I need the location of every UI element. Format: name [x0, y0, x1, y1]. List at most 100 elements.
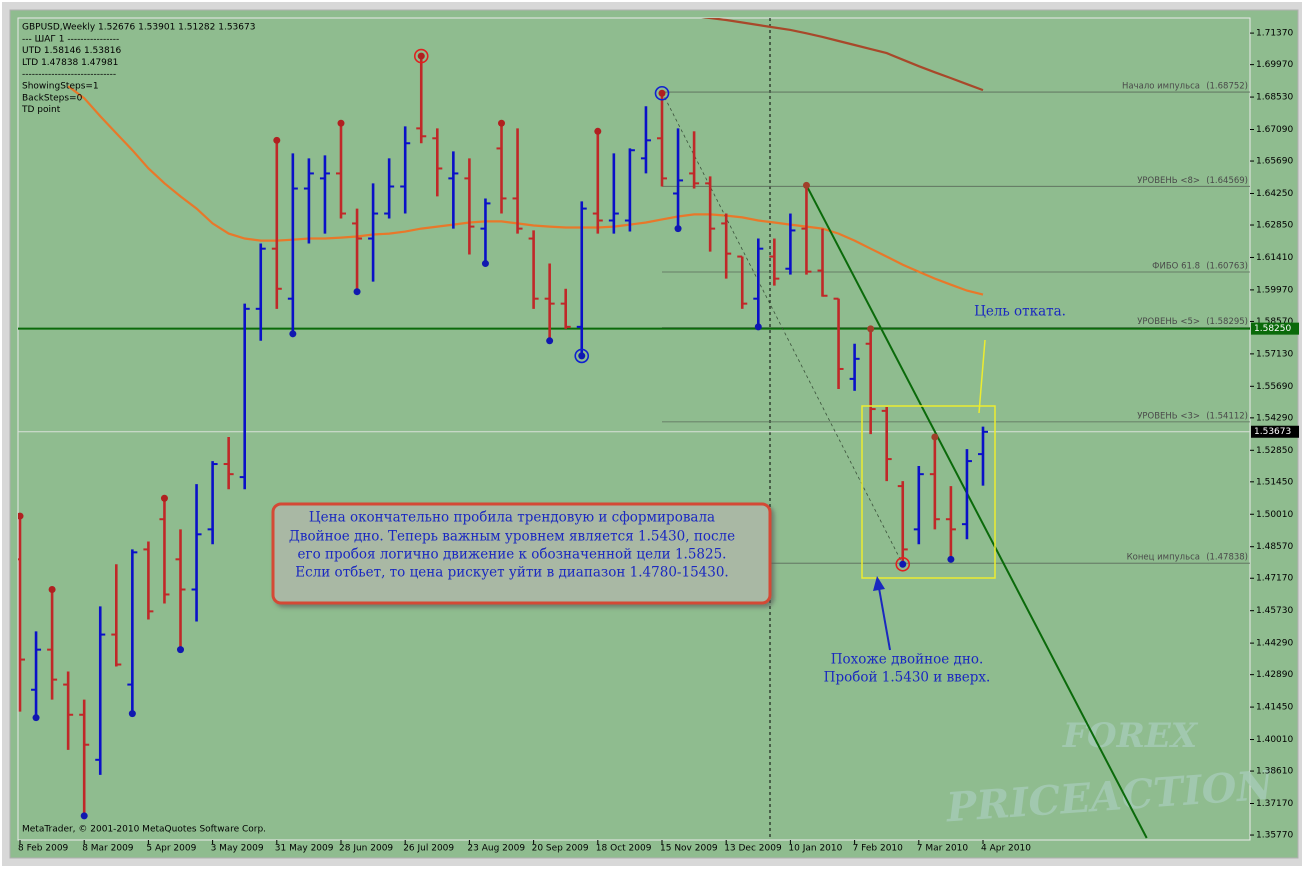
fractal-point [289, 330, 297, 338]
y-tick-label: 1.55690 [1256, 382, 1293, 392]
fractal-point [177, 646, 184, 654]
fractal-point [128, 710, 136, 718]
fractal-point [18, 512, 24, 520]
x-tick-label: 4 Apr 2010 [981, 844, 1031, 854]
pattern-note: Пробой 1.5430 и вверх. [824, 670, 991, 686]
fractal-point [802, 181, 810, 189]
fractal-point [867, 325, 875, 333]
fractal-point [658, 89, 666, 97]
level-label: УРОВЕНЬ <5> [1137, 317, 1200, 327]
pointer-line [978, 339, 986, 414]
level-value: (1.58295) [1206, 317, 1248, 327]
y-tick-label: 1.51450 [1256, 477, 1293, 487]
fractal-ring [895, 556, 911, 572]
x-tick-label: 5 Apr 2009 [146, 844, 196, 854]
trendline [661, 91, 904, 565]
header-line: UTD 1.58146 1.53816 [22, 46, 121, 56]
x-tick-label: 18 Oct 2009 [596, 844, 652, 854]
annotation-box [271, 502, 772, 605]
header-line: ----------------------------- [22, 70, 116, 80]
header-line: BackSteps=0 [22, 93, 83, 103]
x-tick-label: 20 Sep 2009 [532, 844, 589, 854]
y-tick-label: 1.45730 [1256, 606, 1293, 616]
highlight-box [861, 405, 996, 579]
fractal-point [754, 323, 762, 331]
fractal-point [417, 52, 425, 60]
fractal-point [481, 260, 489, 268]
y-tick-label: 1.44290 [1256, 639, 1293, 649]
y-tick-label: 1.48570 [1256, 542, 1293, 552]
fractal-point [48, 586, 56, 594]
fractal-point [80, 812, 88, 820]
y-tick-label: 1.62850 [1256, 221, 1293, 231]
header-line: TD point [21, 105, 61, 115]
level-value: (1.60763) [1206, 262, 1248, 272]
annotation-line: Цена окончательно пробила трендовую и сф… [309, 510, 715, 526]
fractal-point [32, 714, 40, 722]
header: GBPUSD,Weekly 1.52676 1.53901 1.51282 1.… [21, 23, 255, 116]
main-annotation: Цена окончательно пробила трендовую и сф… [271, 502, 772, 605]
header-line: ShowingSteps=1 [22, 82, 99, 92]
header-line: LTD 1.47838 1.47981 [22, 58, 118, 68]
level-label: УРОВЕНЬ <3> [1137, 411, 1200, 421]
moving-average [701, 18, 984, 92]
y-tick-label: 1.52850 [1256, 446, 1293, 456]
fractal-point [899, 560, 907, 568]
x-tick-label: 23 Aug 2009 [467, 844, 525, 854]
level-label: УРОВЕНЬ <8> [1137, 176, 1200, 186]
fractal-point [353, 288, 361, 296]
fractal-point [674, 225, 682, 233]
price-tag [1251, 425, 1299, 438]
target-note: Цель отката. [974, 304, 1066, 320]
y-tick-label: 1.58570 [1256, 317, 1293, 327]
arrow-head [873, 576, 885, 591]
trendline [805, 184, 1148, 839]
y-tick-label: 1.65690 [1256, 157, 1293, 167]
x-tick-label: 10 Jan 2010 [788, 844, 842, 854]
fractal-point [578, 352, 586, 360]
level-label: ФИБО 61.8 [1152, 262, 1200, 272]
level-value: (1.68752) [1206, 82, 1248, 92]
x-tick-label: 3 May 2009 [211, 844, 264, 854]
x-tick-label: 8 Feb 2009 [18, 844, 69, 854]
y-tick-label: 1.57130 [1256, 349, 1293, 359]
level-value: (1.64569) [1206, 176, 1248, 186]
y-tick-label: 1.38610 [1256, 767, 1293, 777]
fractal-point [947, 555, 955, 563]
x-tick-label: 8 Mar 2009 [82, 844, 134, 854]
header-line: --- ШАГ 1 ---------------- [22, 34, 119, 44]
x-tick-label: 26 Jul 2009 [403, 844, 454, 854]
y-tick-label: 1.61410 [1256, 253, 1293, 263]
pattern-note: Похоже двойное дно. [831, 652, 984, 668]
fractal-ring [413, 48, 429, 64]
fractal-point [160, 494, 168, 502]
pointer-arrow [878, 587, 891, 651]
y-tick-label: 1.54290 [1256, 413, 1293, 423]
y-tick-label: 1.69970 [1256, 60, 1293, 70]
fractal-point [498, 119, 505, 127]
price-tag-label: 1.53673 [1254, 427, 1291, 437]
fractal-point [931, 433, 939, 441]
y-tick-label: 1.40010 [1256, 735, 1293, 745]
y-tick-label: 1.68530 [1256, 93, 1293, 103]
x-tick-label: 31 May 2009 [275, 844, 334, 854]
y-tick-label: 1.47170 [1256, 574, 1293, 584]
level-label: Конец импульса [1127, 553, 1200, 563]
level-value: (1.47838) [1206, 553, 1248, 563]
y-tick-label: 1.71370 [1256, 29, 1293, 39]
y-tick-label: 1.41450 [1256, 703, 1293, 713]
y-tick-label: 1.67090 [1256, 125, 1293, 135]
y-tick-label: 1.37170 [1256, 799, 1293, 809]
watermark-text: FOREX [1062, 716, 1199, 756]
level-label: Начало импульса [1122, 82, 1200, 92]
fractal-ring [654, 85, 670, 101]
annotation-line: его пробоя логично движение к обозначенн… [298, 547, 727, 563]
price-tag-label: 1.58250 [1254, 324, 1291, 334]
y-tick-label: 1.59970 [1256, 285, 1293, 295]
x-tick-label: 28 Jun 2009 [339, 844, 393, 854]
level-value: (1.54112) [1206, 411, 1248, 421]
x-tick-label: 7 Mar 2010 [917, 844, 969, 854]
annotation-line: Если отбьет, то цена рискует уйти в диап… [295, 565, 728, 581]
y-tick-label: 1.42890 [1256, 670, 1293, 680]
